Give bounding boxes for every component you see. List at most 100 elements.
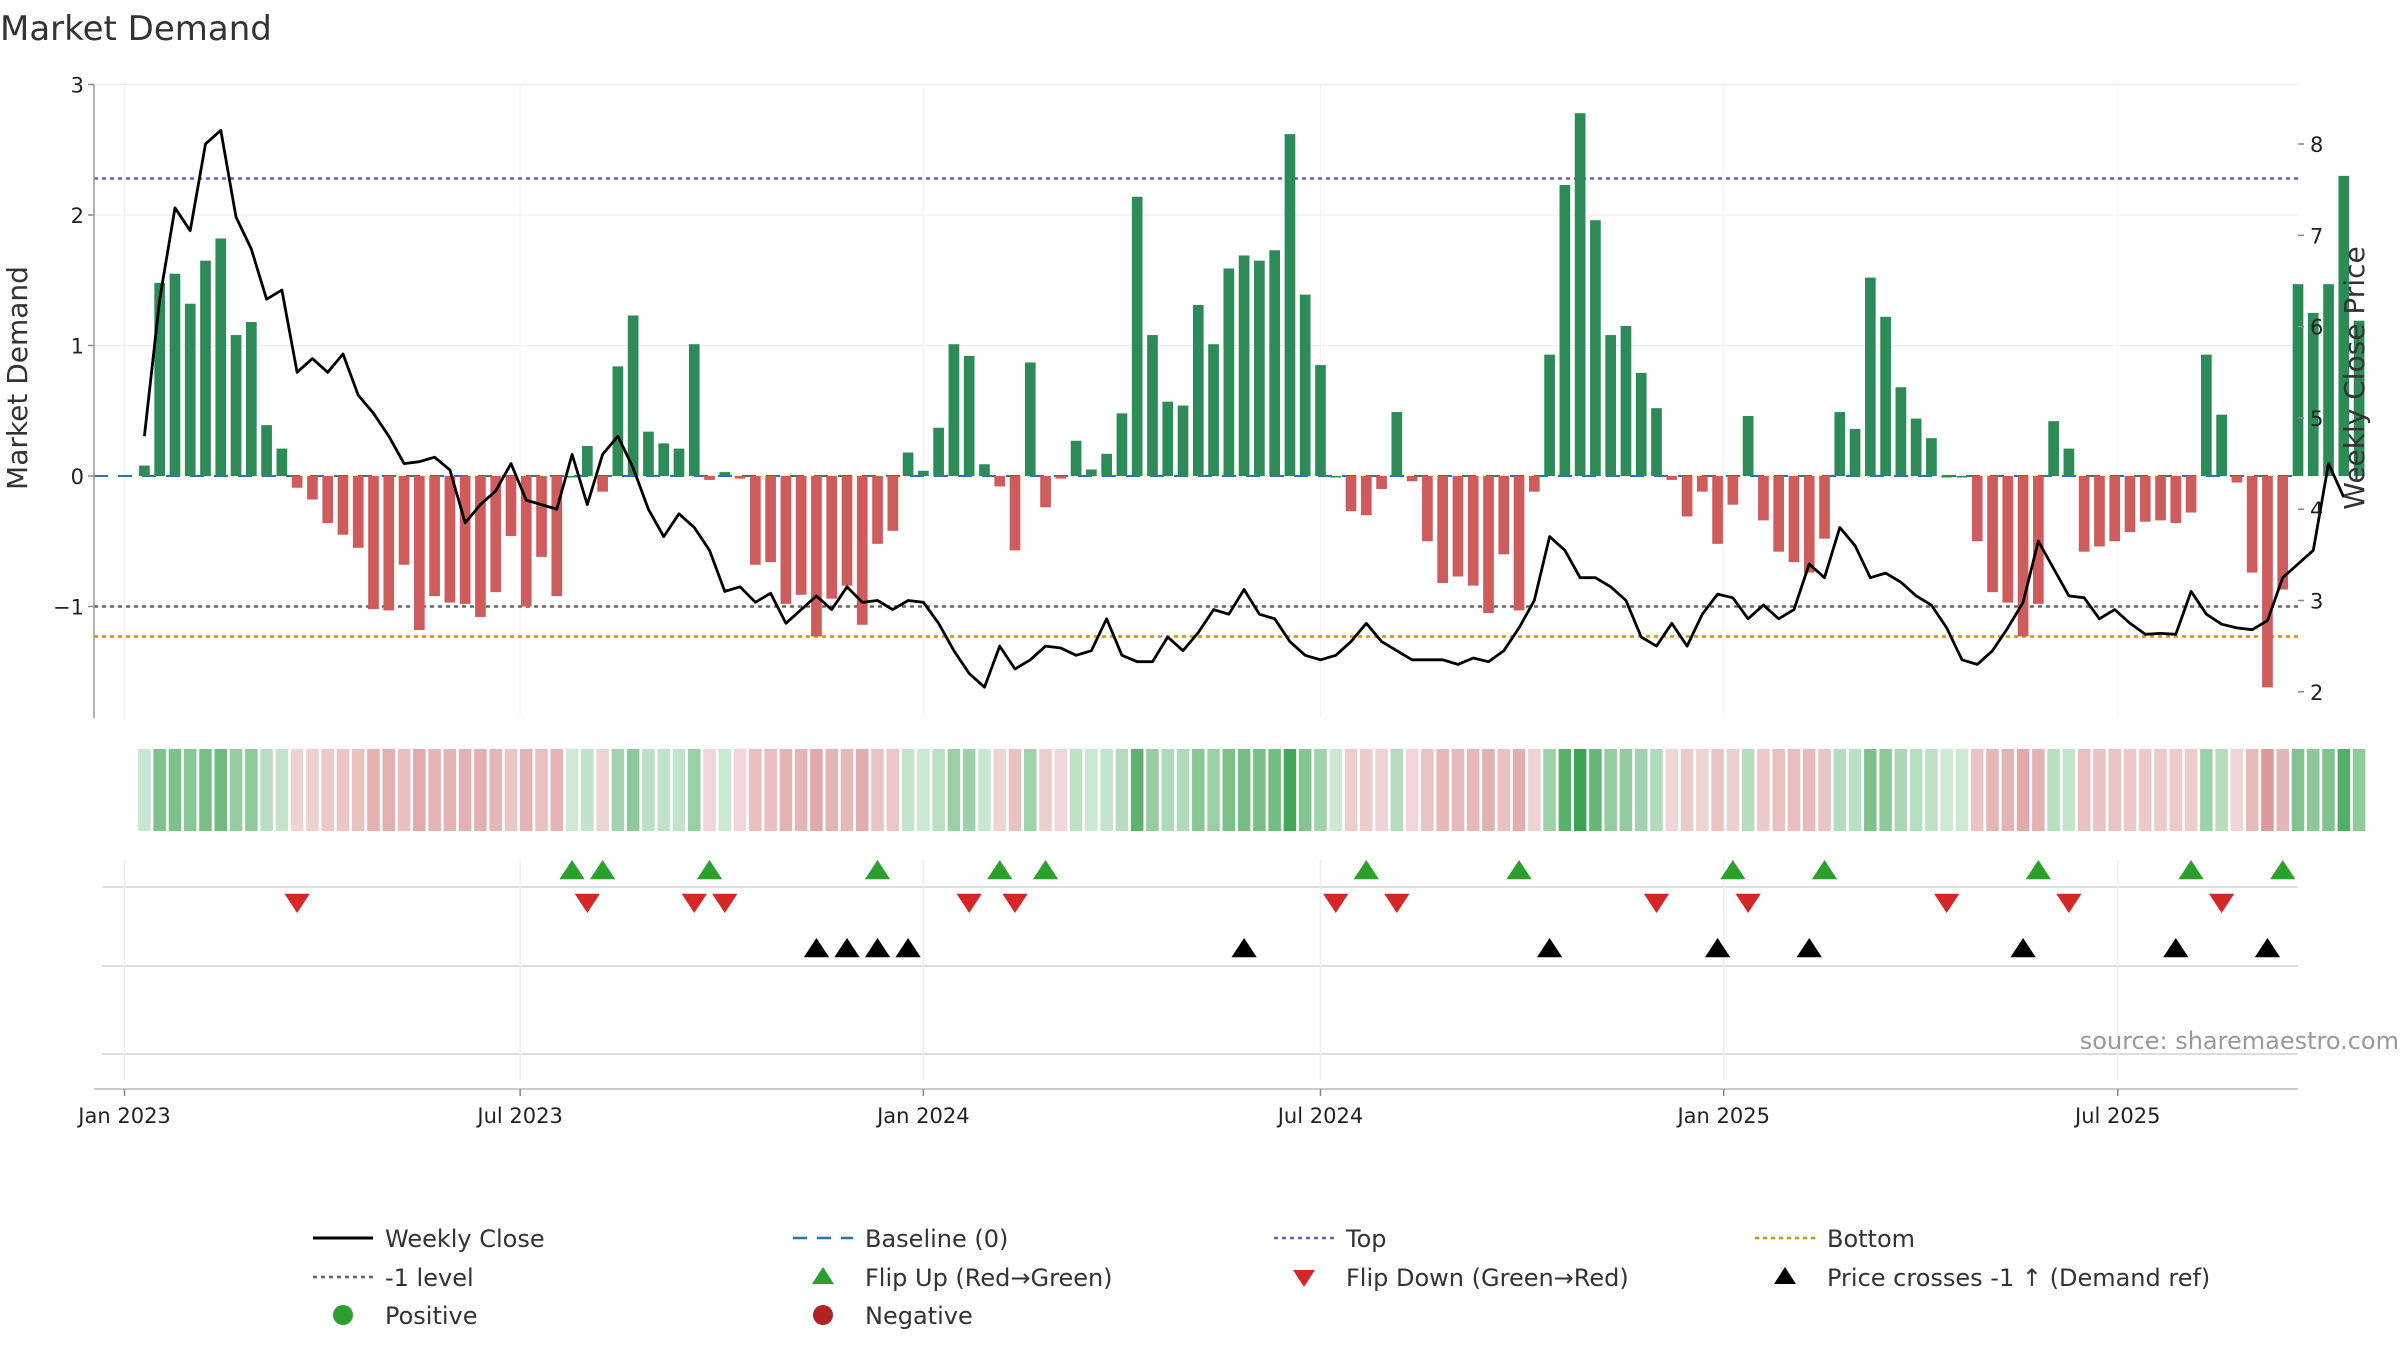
demand-bar — [307, 476, 318, 500]
demand-bar — [1269, 250, 1281, 476]
heat-cell — [657, 749, 670, 831]
demand-bar — [1941, 476, 1953, 478]
heat-cell — [168, 749, 182, 831]
demand-bar — [2307, 312, 2319, 476]
heat-cell — [1955, 749, 1969, 831]
demand-bar — [413, 476, 425, 630]
demand-bar — [1101, 453, 1112, 476]
heat-cell — [397, 749, 411, 831]
heat-cell — [199, 749, 212, 831]
cross-up-marker — [2163, 938, 2189, 958]
cross-up-marker — [2010, 938, 2036, 958]
demand-bar — [1452, 476, 1464, 577]
heat-cell — [1314, 749, 1327, 831]
heat-cell — [1039, 749, 1052, 831]
heat-cell — [672, 749, 686, 831]
heat-cell — [626, 749, 640, 831]
demand-bar — [581, 445, 593, 476]
heat-cell — [2291, 749, 2305, 831]
demand-bar — [139, 465, 150, 476]
heat-cell — [1619, 749, 1633, 831]
heat-cell — [2047, 749, 2060, 831]
demand-bar — [2109, 476, 2121, 542]
demand-bar — [1391, 412, 1403, 476]
heat-cell — [1986, 749, 1999, 831]
heat-cell — [1115, 749, 1129, 831]
demand-bar — [2292, 284, 2304, 476]
demand-bar — [1406, 476, 1418, 482]
y2-tick-label: 3 — [2310, 590, 2323, 614]
heat-cell — [1726, 749, 1740, 831]
demand-bar — [1727, 476, 1739, 505]
demand-bar — [2262, 476, 2273, 688]
heat-cell — [2337, 749, 2351, 831]
demand-bar — [337, 476, 349, 535]
y-tick-label: −1 — [53, 596, 84, 620]
heat-cell — [1192, 749, 1205, 831]
demand-bar — [1528, 476, 1540, 492]
legend-swatch — [333, 1305, 353, 1325]
demand-bar — [765, 476, 776, 563]
flip-up-marker — [559, 860, 585, 880]
y2-tick-label: 6 — [2310, 316, 2323, 340]
demand-bar — [750, 476, 761, 565]
demand-bar — [1544, 354, 1555, 476]
y2-tick-label: 2 — [2310, 681, 2323, 705]
heat-cell — [596, 749, 609, 831]
heat-cell — [1390, 749, 1404, 831]
y2-axis-label: Weekly Close Price — [2338, 246, 2371, 509]
heat-cell — [1237, 749, 1251, 831]
heat-cell — [611, 749, 625, 831]
heat-cell — [2108, 749, 2121, 831]
heat-cell — [2123, 749, 2137, 831]
heat-cell — [1558, 749, 1572, 831]
flip-down-marker — [1002, 893, 1028, 913]
heat-cell — [229, 749, 243, 831]
demand-bar — [2216, 414, 2227, 476]
heat-cell — [2276, 749, 2289, 831]
demand-bar — [429, 476, 440, 597]
demand-bar — [872, 476, 883, 544]
heat-cell — [1802, 749, 1816, 831]
demand-bar — [169, 273, 181, 476]
heat-cell — [1176, 749, 1190, 831]
demand-bar — [902, 452, 914, 476]
heat-cell — [2169, 749, 2183, 831]
cross-up-marker — [1796, 938, 1822, 958]
demand-bar — [1009, 476, 1021, 551]
demand-bar — [2323, 284, 2334, 476]
heat-cell — [2001, 749, 2015, 831]
legend-label: Top — [1345, 1225, 1387, 1253]
demand-bar — [1315, 365, 1326, 476]
heat-cell — [565, 749, 579, 831]
demand-bar — [688, 344, 700, 476]
heat-cell — [1436, 749, 1449, 831]
demand-bar — [841, 476, 853, 586]
legend-label: Weekly Close — [385, 1225, 545, 1253]
legend-label: Bottom — [1827, 1225, 1915, 1253]
demand-bar — [1437, 476, 1449, 584]
demand-bar — [230, 335, 242, 476]
demand-bar — [1834, 412, 1846, 476]
demand-bar — [566, 476, 578, 478]
demand-bar — [1086, 469, 1097, 476]
heat-cell — [458, 749, 472, 831]
x-axis: Jan 2023 Jul 2023 Jan 2024 Jul 2024 Jan 2025… — [76, 1088, 2298, 1128]
demand-bar — [368, 476, 379, 610]
heat-cell — [214, 749, 228, 831]
heat-cell — [535, 749, 548, 831]
demand-bar — [2201, 354, 2212, 476]
heat-cell — [1008, 749, 1022, 831]
demand-bar — [276, 448, 288, 476]
flip-up-marker — [2270, 860, 2296, 880]
demand-bars — [139, 113, 2365, 688]
weekly-close-line — [143, 128, 2346, 689]
flip-down-marker — [574, 893, 600, 913]
demand-bar — [1590, 220, 1601, 476]
legend-label: -1 level — [385, 1264, 474, 1292]
flip-up-marker — [1720, 860, 1746, 880]
demand-bar — [490, 476, 502, 593]
event-markers — [102, 860, 2298, 1080]
heat-cell — [245, 749, 258, 831]
legend: Weekly Close Baseline (0) Top Bottom -1 leve… — [313, 1225, 2210, 1330]
